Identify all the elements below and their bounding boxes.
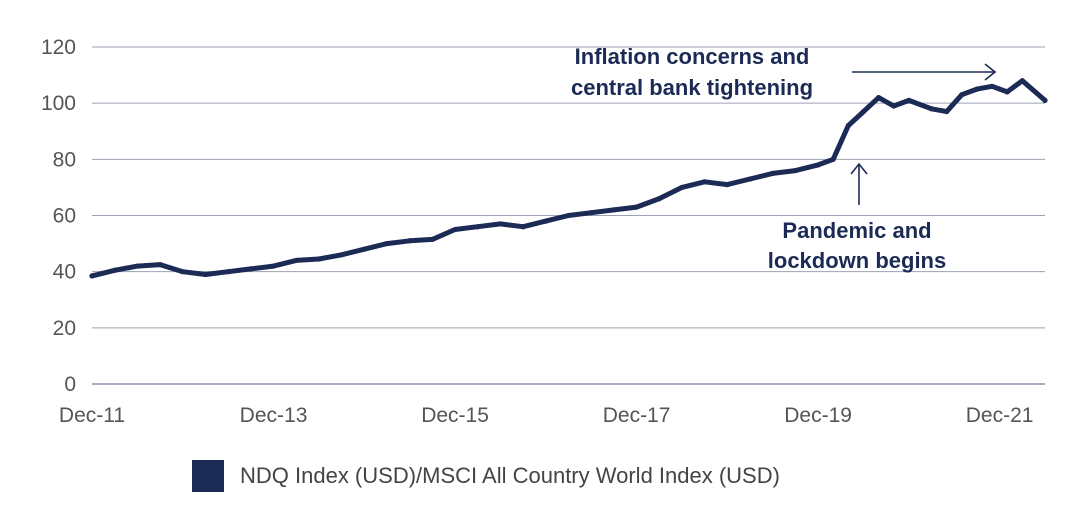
y-tick-label: 20 xyxy=(53,317,76,340)
data-point xyxy=(724,182,730,188)
data-point xyxy=(747,176,753,182)
legend: NDQ Index (USD)/MSCI All Country World I… xyxy=(192,460,780,492)
data-point xyxy=(475,224,481,230)
data-point xyxy=(588,210,594,216)
x-tick-label: Dec-19 xyxy=(784,404,852,427)
legend-swatch xyxy=(192,460,224,492)
data-point xyxy=(429,236,435,242)
data-point xyxy=(989,83,995,89)
data-point xyxy=(928,106,935,112)
pandemic-arrow xyxy=(850,162,868,205)
data-point xyxy=(1019,78,1025,84)
y-tick-label: 40 xyxy=(53,261,76,284)
data-point xyxy=(452,226,458,233)
data-point xyxy=(906,97,912,103)
y-tick-label: 60 xyxy=(53,205,76,228)
data-point xyxy=(338,252,345,258)
data-point xyxy=(543,218,549,224)
data-point xyxy=(1004,89,1010,95)
data-point xyxy=(293,257,299,264)
data-point xyxy=(520,224,526,230)
data-point xyxy=(180,269,186,275)
data-point xyxy=(876,94,882,101)
inflation-annotation-line1: Inflation concerns and xyxy=(575,44,810,69)
data-point xyxy=(860,108,867,115)
y-tick-label: 0 xyxy=(64,373,76,396)
y-axis-ticks: 0 20 40 60 80 100 120 xyxy=(41,36,76,396)
data-point xyxy=(157,262,163,268)
data-point xyxy=(316,256,322,262)
x-tick-label: Dec-13 xyxy=(240,404,308,427)
inflation-arrow xyxy=(852,63,997,81)
x-tick-label: Dec-17 xyxy=(603,404,671,427)
x-tick-label: Dec-21 xyxy=(966,404,1034,427)
series-points xyxy=(89,78,1048,279)
pandemic-annotation-line1: Pandemic and xyxy=(782,218,931,243)
data-point xyxy=(792,167,799,174)
y-tick-label: 80 xyxy=(53,148,76,171)
x-axis-ticks: Dec-11 Dec-13 Dec-15 Dec-17 Dec-19 Dec-21 xyxy=(59,404,1034,427)
data-point xyxy=(89,273,95,279)
data-point xyxy=(270,263,277,269)
data-point xyxy=(497,221,504,227)
data-point xyxy=(944,108,950,115)
data-point xyxy=(959,92,965,98)
data-point xyxy=(134,263,140,269)
data-point xyxy=(611,207,617,213)
data-point xyxy=(974,86,980,92)
gridlines xyxy=(92,46,1045,385)
data-point xyxy=(202,271,209,278)
data-point xyxy=(679,184,685,191)
line-chart: 0 20 40 60 80 100 120 Dec-11 Dec-13 Dec-15 Dec-17… xyxy=(41,36,1048,427)
inflation-annotation-line2: central bank tightening xyxy=(571,75,813,100)
data-point xyxy=(565,212,572,219)
data-point xyxy=(830,156,836,162)
data-point xyxy=(384,240,390,247)
data-point xyxy=(845,123,851,129)
data-point xyxy=(891,103,897,109)
data-point xyxy=(361,246,367,252)
x-tick-label: Dec-11 xyxy=(59,404,125,427)
data-point xyxy=(248,266,254,272)
data-point xyxy=(633,204,640,210)
data-point xyxy=(407,238,413,244)
legend-label: NDQ Index (USD)/MSCI All Country World I… xyxy=(240,463,780,488)
x-tick-label: Dec-15 xyxy=(421,404,489,427)
data-point xyxy=(702,179,708,185)
data-point xyxy=(656,196,662,202)
pandemic-annotation-line2: lockdown begins xyxy=(768,248,946,273)
series-line xyxy=(89,78,1048,279)
data-point xyxy=(1042,97,1048,103)
y-tick-label: 120 xyxy=(41,36,76,59)
data-point xyxy=(225,269,231,275)
data-point xyxy=(815,162,821,168)
data-point xyxy=(112,267,118,273)
y-tick-label: 100 xyxy=(41,92,76,115)
data-point xyxy=(770,170,776,176)
